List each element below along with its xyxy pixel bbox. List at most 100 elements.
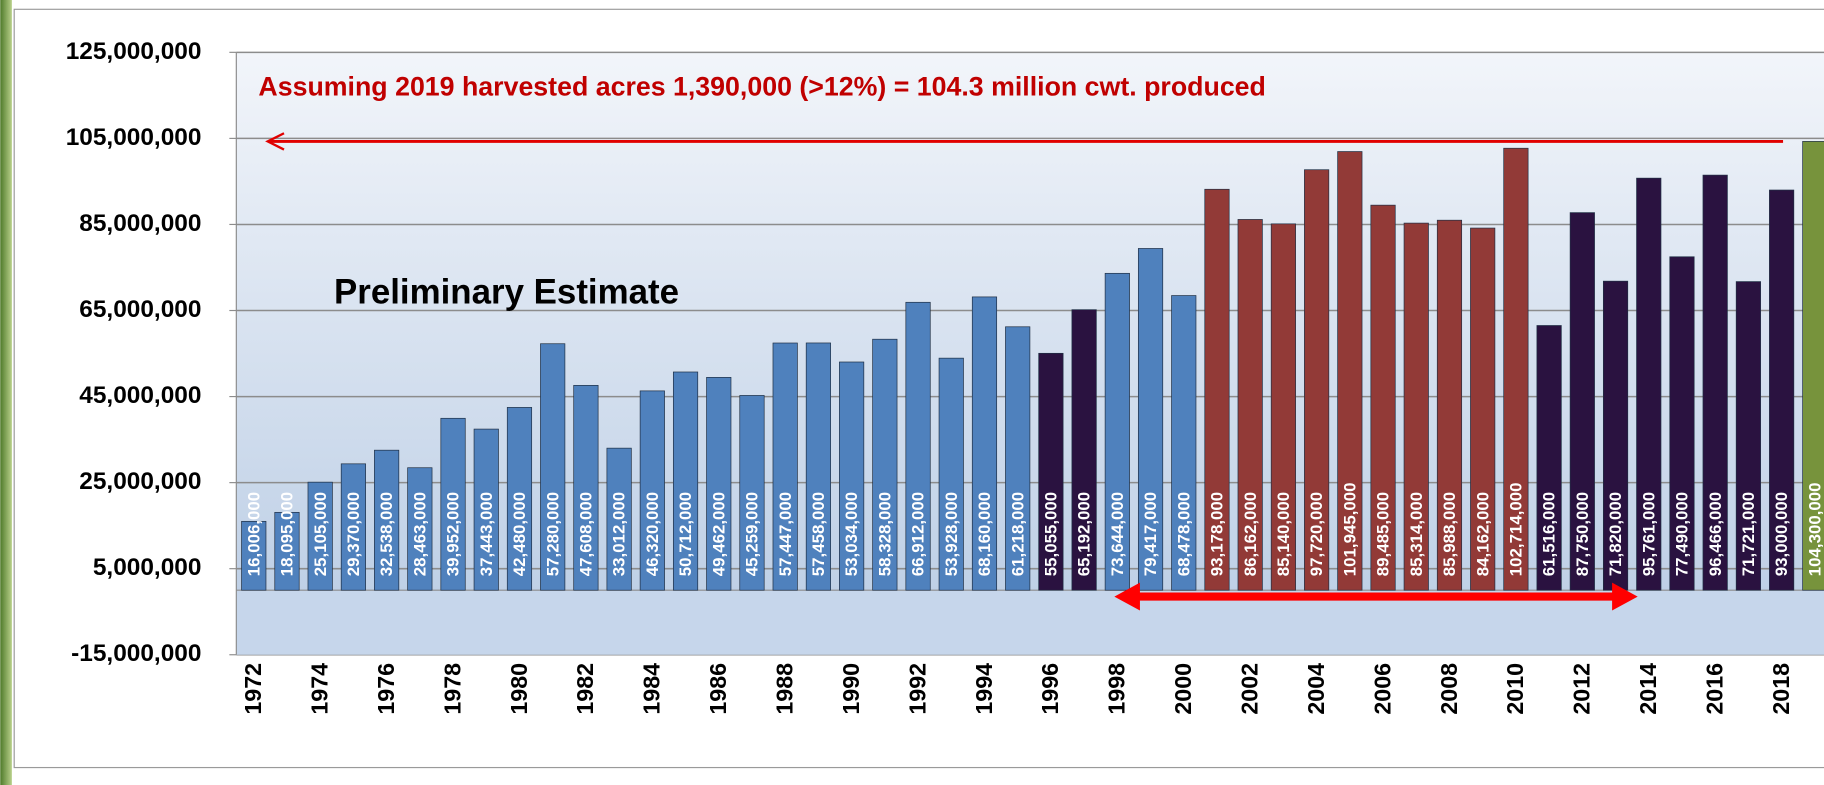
data-label: 42,480,000 [510, 492, 529, 576]
bar [374, 449, 400, 591]
bar [706, 377, 732, 591]
bar [1370, 204, 1396, 591]
data-label: 71,721,000 [1739, 492, 1758, 576]
data-label: 16,006,000 [244, 492, 263, 576]
bar [1536, 325, 1562, 591]
bar [639, 390, 665, 591]
y-tick-label: 65,000,000 [79, 296, 201, 323]
data-label: 28,463,000 [410, 492, 429, 576]
bar [1470, 227, 1496, 591]
bar [805, 342, 831, 591]
axis-band [236, 590, 1824, 655]
data-label: 33,012,000 [610, 492, 629, 576]
data-label: 77,490,000 [1673, 492, 1692, 576]
x-tick-label: 1982 [572, 663, 598, 715]
x-tick-label: 1992 [904, 663, 930, 715]
data-label: 53,034,000 [842, 492, 861, 576]
data-label: 58,328,000 [875, 492, 894, 576]
bar [839, 361, 865, 591]
data-label: 32,538,000 [377, 492, 396, 576]
bar [971, 296, 998, 591]
x-tick-label: 1974 [306, 663, 332, 715]
bar [905, 301, 931, 591]
side-decor [0, 0, 12, 785]
bar [241, 520, 267, 591]
bar [772, 342, 798, 591]
data-label: 101,945,000 [1340, 482, 1359, 576]
data-label: 50,712,000 [676, 492, 695, 576]
bar [440, 417, 466, 591]
bar [1270, 223, 1296, 591]
bar [1403, 222, 1429, 591]
data-label: 47,608,000 [577, 492, 596, 576]
data-label: 97,720,000 [1307, 492, 1326, 576]
data-label: 49,462,000 [709, 492, 728, 576]
arrow-head [1114, 582, 1140, 611]
data-label: 61,218,000 [1008, 492, 1027, 576]
x-tick-label: 2018 [1768, 663, 1794, 715]
data-label: 93,000,000 [1772, 492, 1791, 576]
bar [1337, 151, 1363, 591]
bar [1569, 212, 1595, 591]
data-label: 66,912,000 [909, 492, 928, 576]
bar [1237, 219, 1263, 591]
data-label: 71,820,000 [1606, 492, 1625, 576]
bar [1636, 177, 1662, 591]
data-label: 68,160,000 [975, 492, 994, 576]
x-tick-label: 2012 [1569, 663, 1595, 715]
x-tick-label: 1986 [705, 663, 731, 715]
bar [1071, 309, 1097, 591]
data-label: 73,644,000 [1108, 492, 1127, 576]
bar [1802, 141, 1824, 591]
x-tick-label: 1980 [506, 663, 532, 715]
bar [1769, 189, 1795, 591]
data-label: 87,750,000 [1573, 492, 1592, 576]
bar [1304, 169, 1330, 591]
bar [1702, 174, 1728, 591]
bar [1669, 256, 1695, 591]
data-label: 57,458,000 [809, 492, 828, 576]
bar [872, 338, 898, 591]
data-label: 79,417,000 [1141, 492, 1160, 576]
data-label: 37,443,000 [477, 492, 496, 576]
y-tick-label: 45,000,000 [79, 382, 201, 409]
bar [1436, 219, 1463, 591]
data-label: 39,952,000 [444, 492, 463, 576]
data-label: 61,516,000 [1540, 492, 1559, 576]
x-tick-label: 2000 [1170, 663, 1196, 715]
data-label: 85,140,000 [1274, 492, 1293, 576]
data-label: 65,192,000 [1075, 492, 1094, 576]
data-label: 96,466,000 [1706, 492, 1725, 576]
data-label: 102,714,000 [1507, 482, 1526, 576]
annotation: Preliminary Estimate [334, 272, 679, 311]
data-label: 89,485,000 [1374, 492, 1393, 576]
x-tick-label: 1976 [373, 663, 399, 715]
data-label: 86,162,000 [1241, 492, 1260, 576]
data-label: 53,928,000 [942, 492, 961, 576]
x-tick-label: 1990 [838, 663, 864, 715]
bar [473, 428, 499, 591]
x-tick-label: 2016 [1701, 663, 1727, 715]
x-tick-label: 1994 [971, 663, 997, 715]
data-label: 29,370,000 [344, 492, 363, 576]
bar [739, 395, 765, 591]
data-label: 85,314,000 [1407, 492, 1426, 576]
data-label: 95,761,000 [1639, 492, 1658, 576]
x-tick-label: 2004 [1303, 663, 1329, 715]
x-tick-label: 1978 [439, 663, 465, 715]
bar [1104, 272, 1130, 591]
bar [540, 343, 566, 591]
data-label: 85,988,000 [1440, 492, 1459, 576]
y-tick-label: 125,000,000 [66, 38, 202, 65]
bar [1137, 248, 1164, 591]
data-label: 93,178,000 [1208, 492, 1227, 576]
x-tick-label: 2014 [1635, 663, 1661, 715]
bar [1503, 147, 1529, 591]
y-tick-label: 85,000,000 [79, 210, 201, 237]
bar [938, 357, 964, 591]
bar [573, 384, 599, 591]
data-label: 18,095,000 [278, 492, 297, 576]
annotation: Assuming 2019 harvested acres 1,390,000 … [258, 71, 1265, 101]
data-label: 46,320,000 [643, 492, 662, 576]
